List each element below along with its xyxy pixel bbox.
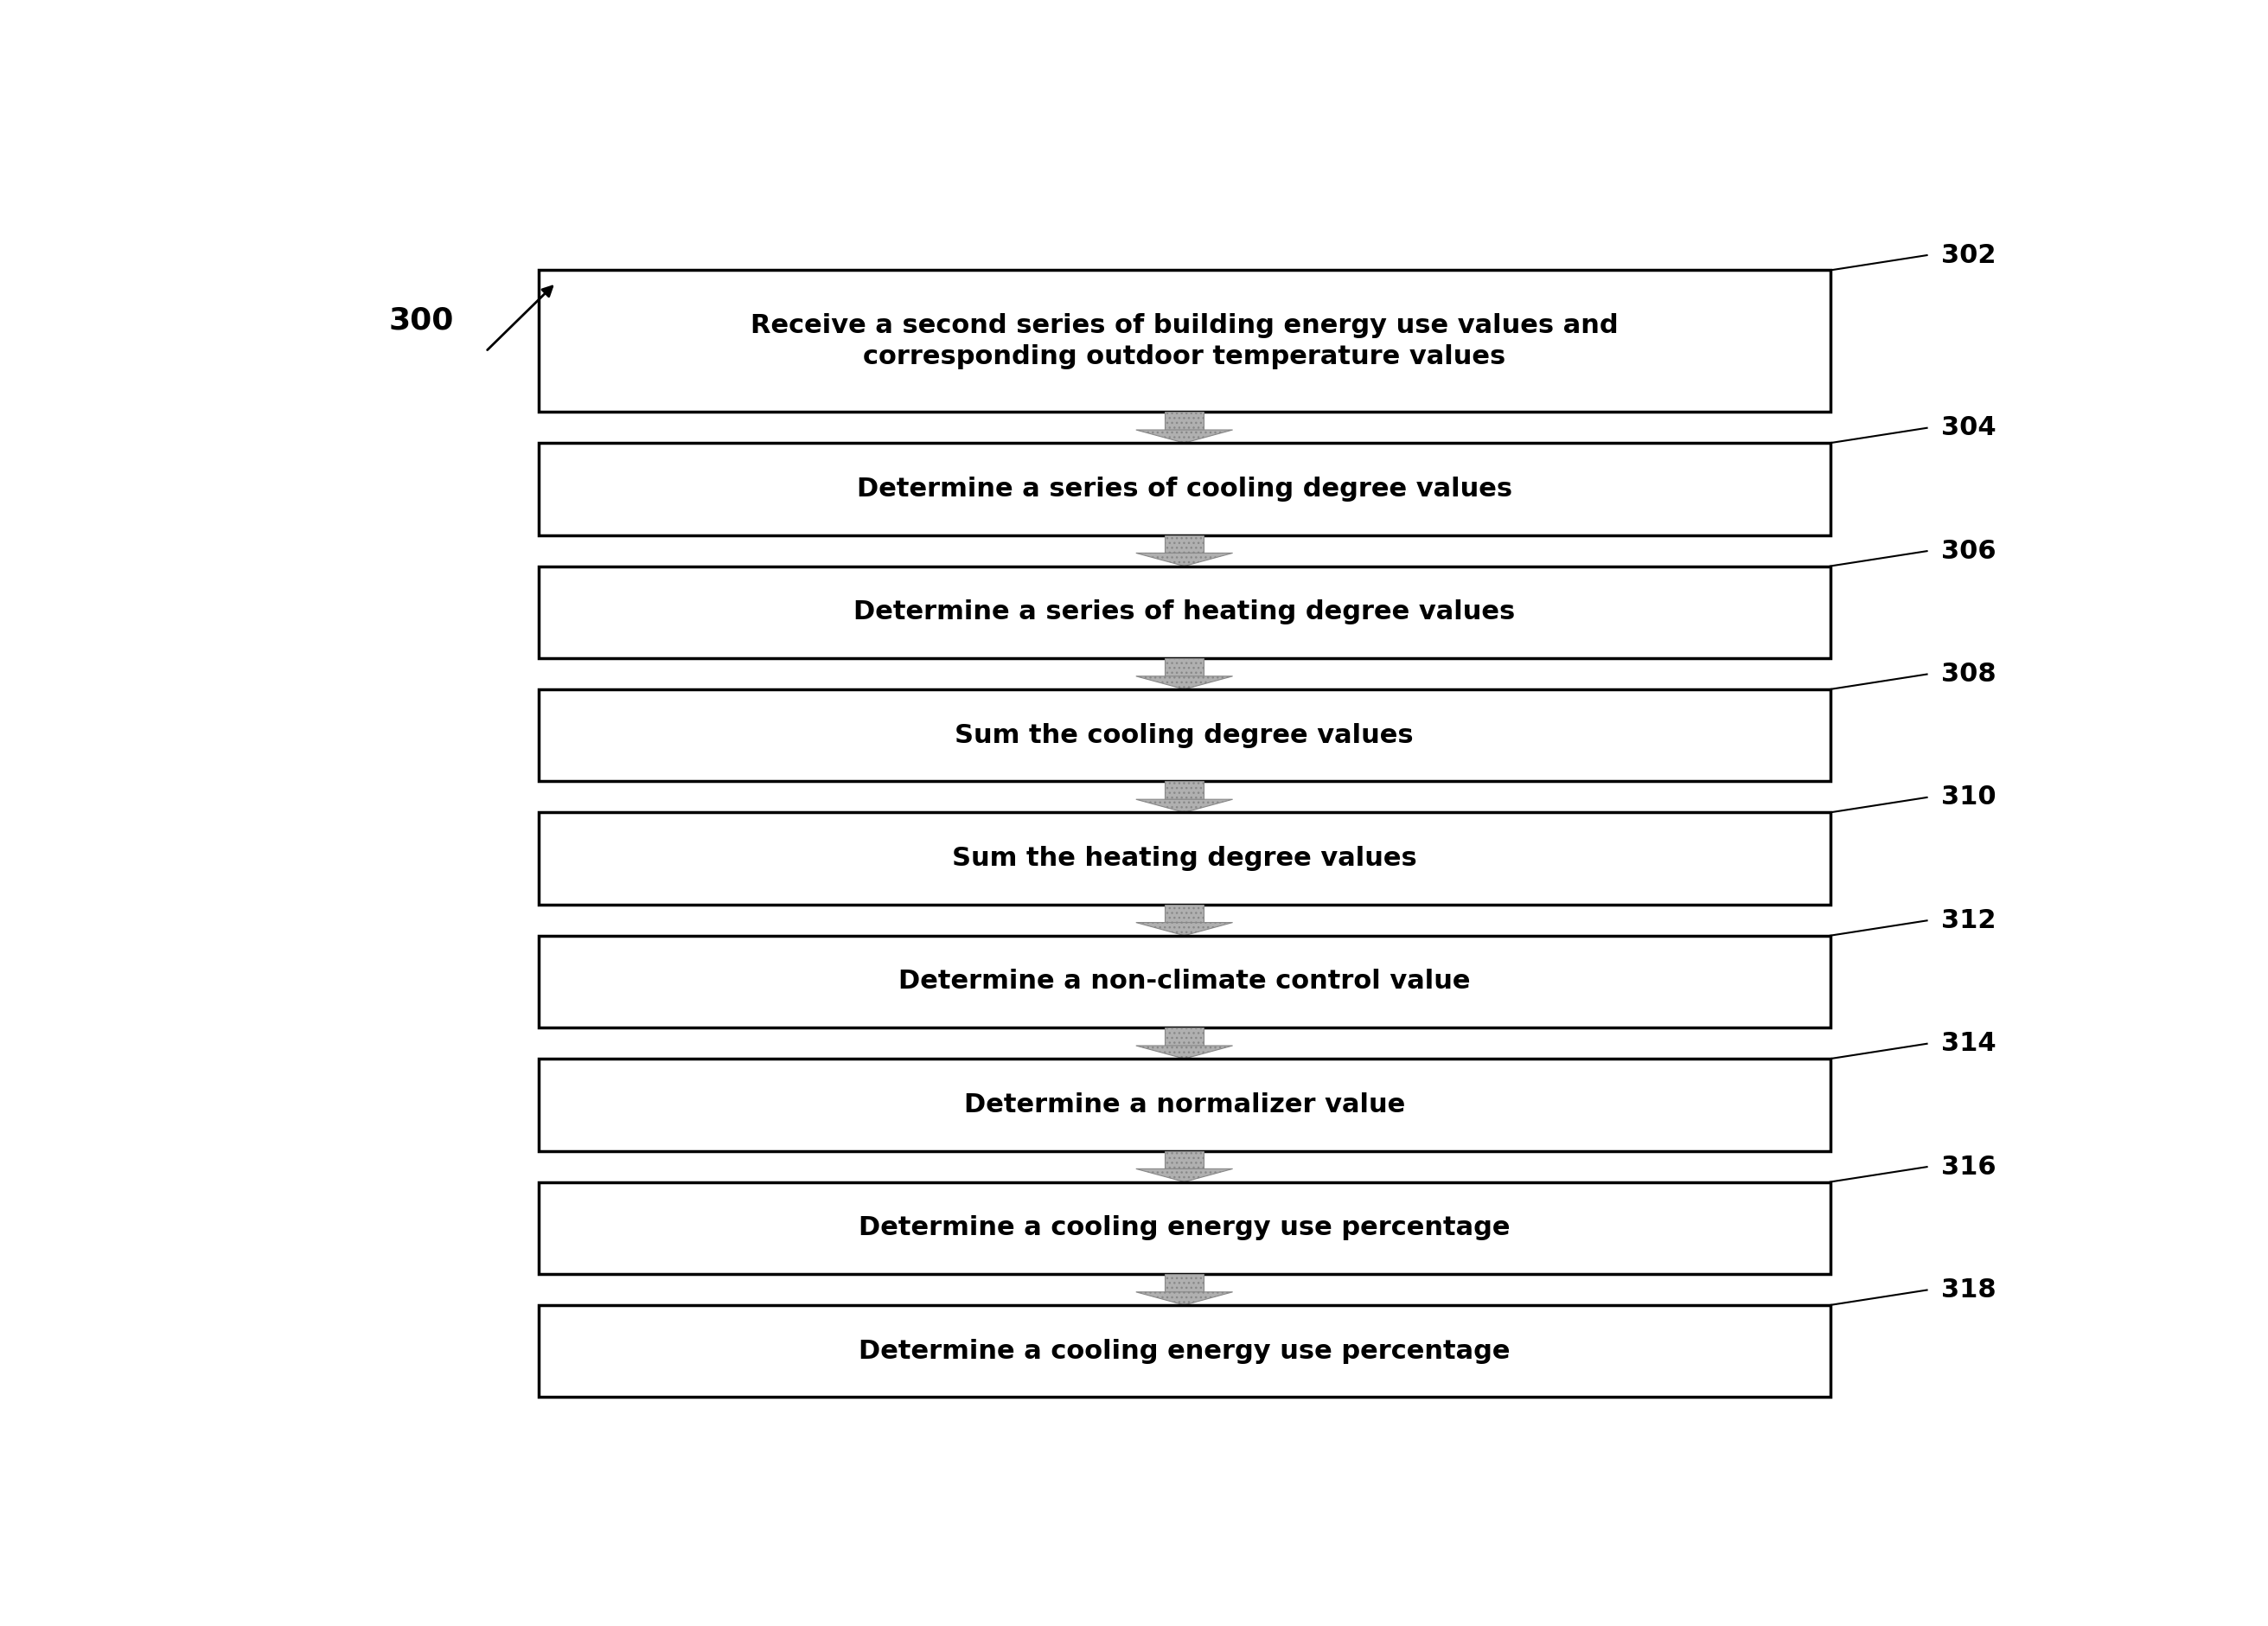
- Polygon shape: [1136, 676, 1234, 689]
- Bar: [1166, 904, 1204, 922]
- Polygon shape: [1136, 800, 1234, 813]
- Bar: [538, 1182, 1830, 1273]
- Text: Determine a series of heating degree values: Determine a series of heating degree val…: [853, 600, 1515, 624]
- Bar: [538, 442, 1830, 535]
- Bar: [538, 1306, 1830, 1397]
- Bar: [1166, 780, 1204, 800]
- Polygon shape: [1136, 1169, 1234, 1182]
- Text: 310: 310: [1941, 785, 1996, 810]
- Text: 316: 316: [1941, 1154, 1996, 1179]
- Bar: [1166, 1028, 1204, 1046]
- Bar: [538, 689, 1830, 780]
- Bar: [1166, 411, 1204, 429]
- Bar: [1166, 659, 1204, 676]
- Polygon shape: [1136, 1046, 1234, 1059]
- Bar: [538, 813, 1830, 904]
- Polygon shape: [1136, 922, 1234, 935]
- Bar: [538, 270, 1830, 411]
- Text: 300: 300: [390, 306, 454, 335]
- Text: 304: 304: [1941, 415, 1996, 441]
- Polygon shape: [1136, 553, 1234, 566]
- Text: 306: 306: [1941, 538, 1996, 564]
- Text: Sum the heating degree values: Sum the heating degree values: [953, 846, 1418, 872]
- Text: Determine a cooling energy use percentage: Determine a cooling energy use percentag…: [860, 1338, 1510, 1364]
- Text: 318: 318: [1941, 1278, 1996, 1302]
- Text: Determine a normalizer value: Determine a normalizer value: [964, 1093, 1404, 1117]
- Text: Receive a second series of building energy use values and
corresponding outdoor : Receive a second series of building ener…: [751, 312, 1617, 369]
- Bar: [538, 935, 1830, 1028]
- Bar: [1166, 1151, 1204, 1169]
- Text: Determine a cooling energy use percentage: Determine a cooling energy use percentag…: [860, 1215, 1510, 1241]
- Text: Sum the cooling degree values: Sum the cooling degree values: [955, 722, 1413, 748]
- Bar: [1166, 1273, 1204, 1293]
- Text: Determine a series of cooling degree values: Determine a series of cooling degree val…: [857, 476, 1513, 501]
- Bar: [538, 566, 1830, 659]
- Text: 302: 302: [1941, 242, 1996, 268]
- Text: 308: 308: [1941, 662, 1996, 686]
- Bar: [1166, 535, 1204, 553]
- Polygon shape: [1136, 1293, 1234, 1306]
- Bar: [538, 1059, 1830, 1151]
- Text: Determine a non-climate control value: Determine a non-climate control value: [898, 969, 1470, 993]
- Text: 314: 314: [1941, 1031, 1996, 1057]
- Text: 312: 312: [1941, 907, 1996, 933]
- Polygon shape: [1136, 429, 1234, 442]
